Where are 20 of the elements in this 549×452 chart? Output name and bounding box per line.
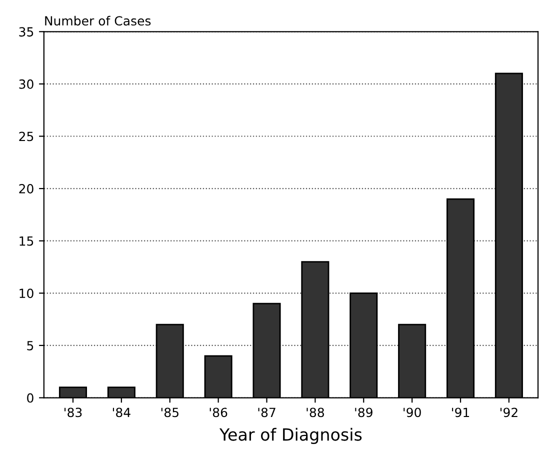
x-tick-label: '88 xyxy=(306,408,324,418)
y-axis-title: Number of Cases xyxy=(45,16,151,26)
x-tick-label: '89 xyxy=(355,408,372,418)
y-tick-label: 20 xyxy=(19,184,34,194)
x-tick-label: '86 xyxy=(210,408,228,418)
x-tick-label: '87 xyxy=(258,408,276,418)
y-tick-label: 5 xyxy=(27,341,34,350)
x-tick-label: '83 xyxy=(64,408,82,418)
y-tick-label: 0 xyxy=(27,393,34,403)
y-tick-label: 25 xyxy=(19,132,34,142)
x-tick-label: '84 xyxy=(112,408,130,418)
x-tick-label: '85 xyxy=(161,408,178,418)
x-tick-label: '91 xyxy=(452,408,470,418)
y-tick-label: 10 xyxy=(20,288,34,298)
y-tick-label: 15 xyxy=(20,236,34,246)
y-tick-label: 35 xyxy=(19,27,34,37)
x-axis-title: Year of Diagnosis xyxy=(219,428,362,444)
y-tick-label: 30 xyxy=(19,79,34,89)
x-tick-label: '90 xyxy=(404,408,421,418)
x-tick-label: '92 xyxy=(500,408,518,418)
